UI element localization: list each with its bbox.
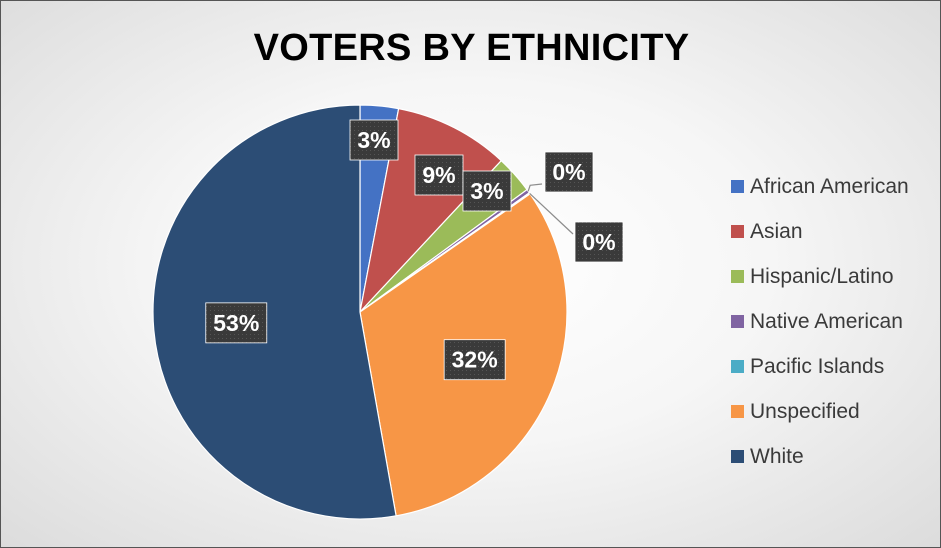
data-label-box-asian xyxy=(414,154,464,196)
legend-label: Hispanic/Latino xyxy=(750,264,894,288)
data-label-white: 53% xyxy=(213,310,259,336)
data-label-box-african-american xyxy=(349,119,399,161)
legend-item-unspecified: Unspecified xyxy=(731,389,909,434)
legend-item-asian: Asian xyxy=(731,209,909,254)
data-label-box-white xyxy=(205,302,268,344)
legend-swatch xyxy=(731,405,744,418)
data-label-unspecified: 32% xyxy=(452,347,498,373)
chart-title: VOTERS BY ETHNICITY xyxy=(253,27,690,69)
pie-slice-white xyxy=(152,104,397,520)
legend-swatch xyxy=(731,450,744,463)
data-label-hispanic-latino: 3% xyxy=(470,178,503,204)
data-label-african-american: 3% xyxy=(357,127,390,153)
legend-label: Unspecified xyxy=(750,399,860,423)
data-label-box-pacific-islands xyxy=(574,221,624,263)
legend-item-white: White xyxy=(731,434,909,479)
legend-swatch xyxy=(731,225,744,238)
data-label-box-hispanic-latino xyxy=(462,170,512,212)
legend-label: Native American xyxy=(750,309,903,333)
legend-item-pacific-islands: Pacific Islands xyxy=(731,344,909,389)
legend-swatch xyxy=(731,180,744,193)
data-label-asian: 9% xyxy=(422,162,455,188)
legend-item-native-american: Native American xyxy=(731,299,909,344)
legend-swatch xyxy=(731,360,744,373)
legend: African American Asian Hispanic/Latino Nati… xyxy=(731,164,909,479)
data-label-native-american: 0% xyxy=(552,159,585,185)
legend-label: White xyxy=(750,444,804,468)
legend-label: Asian xyxy=(750,219,803,243)
leader-line-pacific-islands xyxy=(529,192,574,235)
legend-item-african-american: African American xyxy=(731,164,909,209)
legend-swatch xyxy=(731,315,744,328)
legend-item-hispanic-latino: Hispanic/Latino xyxy=(731,254,909,299)
leader-line-native-american xyxy=(527,183,543,192)
data-label-box-unspecified xyxy=(443,339,506,381)
data-label-box-native-american xyxy=(544,151,594,193)
legend-swatch xyxy=(731,270,744,283)
data-label-pacific-islands: 0% xyxy=(582,229,615,255)
legend-label: African American xyxy=(750,174,909,198)
legend-label: Pacific Islands xyxy=(750,354,885,378)
